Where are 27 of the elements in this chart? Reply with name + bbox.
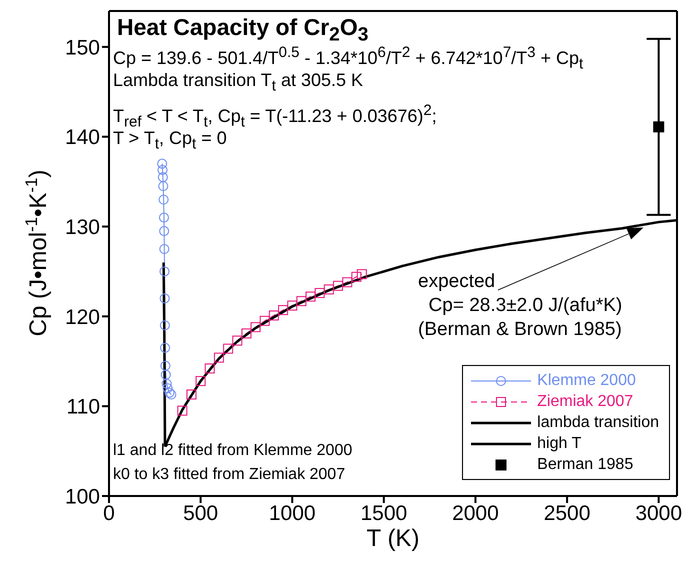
annotation: Lambda transition T$_{t}$ at 305.5 K — [113, 70, 364, 95]
annotation: T > T$_{t}$, Cp$_{t}$ = 0 — [113, 128, 227, 153]
annotation: expected Cp= 28.3±2.0 J/(afu*K) (Berman & Brown 1985) — [418, 270, 622, 342]
y-tick-label: 130 — [64, 216, 100, 240]
legend-label: Berman 1985 — [537, 456, 634, 474]
x-tick-label: 2500 — [544, 502, 590, 525]
x-tick-label: 0 — [103, 502, 115, 525]
chart-title: Heat Capacity of Cr$_{2}$O$_{3}$ — [117, 14, 368, 46]
y-tick-label: 120 — [64, 306, 100, 329]
y-tick-label: 110 — [66, 396, 100, 419]
y-tick-label: 100 — [64, 485, 100, 508]
legend-label: Klemme 2000 — [537, 372, 636, 390]
x-axis-title: T (K) — [366, 525, 420, 552]
text: T$_{ref}$ < T < T$_{t}$, Cp$_{t}$ = T(-11.23 + 0.03676)$^{2}$; — [113, 102, 437, 131]
x-tick-label: 1000 — [268, 502, 316, 525]
legend-label: high T — [537, 434, 582, 452]
x-tick-label: 2000 — [452, 502, 499, 525]
text: Cp = 139.6 - 501.4/T$^{0.5}$ - 1.34*10$^{6}$/T$^{2}$ + 6.742*10$^{7}$/T$^{3}$ + Cp$_{t}$ — [113, 44, 584, 73]
x-tick-label: 3000 — [635, 502, 682, 525]
legend-label: Ziemiak 2007 — [537, 392, 634, 410]
x-tick-label: 1500 — [360, 502, 408, 525]
y-tick-label: 150 — [64, 36, 100, 60]
x-tick-label: 500 — [183, 502, 218, 525]
annotation: l1 and l2 fitted from Klemme 2000 — [113, 442, 352, 460]
annotation: k0 to k3 fitted from Ziemiak 2007 — [113, 466, 346, 484]
y-tick-label: 140 — [64, 126, 100, 150]
legend-label: lambda transition — [537, 414, 659, 432]
